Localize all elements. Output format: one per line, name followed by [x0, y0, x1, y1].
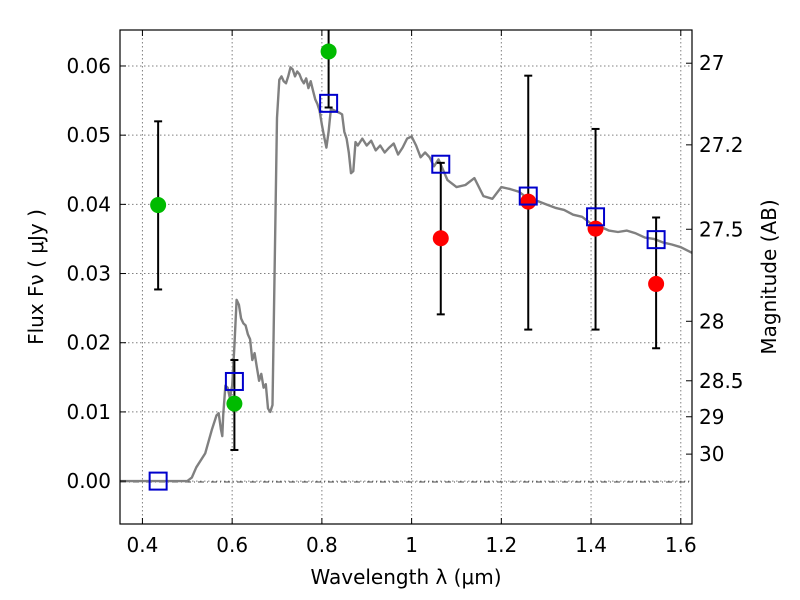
- x-tick-label: 1.6: [665, 533, 697, 557]
- model-point: [319, 93, 339, 113]
- y-tick-label: 0.02: [66, 331, 111, 355]
- model-point: [431, 154, 451, 174]
- x-tick-label: 0.6: [216, 533, 248, 557]
- x-tick-label: 1: [405, 533, 418, 557]
- y-tick-label: 0.05: [66, 123, 111, 147]
- data-point: [226, 395, 243, 412]
- data-point: [150, 197, 167, 214]
- axis-ticks: 0.4 0.6 0.8 1 1.2 1.4 1.6 0.00 0.01 0.02 0.03 0.04 0…: [66, 30, 744, 557]
- x-tick-label: 0.8: [306, 533, 338, 557]
- y-axis-label: Flux Fν ( μJy ): [24, 209, 48, 345]
- magnitude-tick-label: 27.2: [699, 133, 744, 157]
- model-point: [148, 471, 168, 491]
- grid-lines: [120, 30, 692, 524]
- data-series: [120, 30, 692, 491]
- series-0: [120, 66, 692, 483]
- magnitude-tick-label: 29: [699, 405, 724, 429]
- model-spectrum-line: [120, 66, 692, 483]
- magnitude-tick-label: 30: [699, 442, 724, 466]
- y-tick-label: 0.00: [66, 469, 111, 493]
- data-point: [432, 230, 449, 247]
- data-point: [648, 275, 665, 292]
- x-tick-label: 1.2: [485, 533, 517, 557]
- series-2: [432, 74, 665, 350]
- magnitude-tick-label: 28.5: [699, 369, 744, 393]
- model-point: [224, 371, 244, 391]
- series-3: [148, 93, 666, 491]
- magnitude-tick-label: 27.5: [699, 217, 744, 241]
- x-tick-label: 0.4: [127, 533, 159, 557]
- y-tick-label: 0.04: [66, 192, 111, 216]
- y-tick-label: 0.03: [66, 262, 111, 286]
- magnitude-tick-label: 27: [699, 51, 724, 75]
- model-point: [646, 230, 666, 250]
- x-tick-label: 1.4: [575, 533, 607, 557]
- y-tick-label: 0.06: [66, 54, 111, 78]
- series-1: [150, 30, 337, 451]
- model-point: [518, 186, 538, 206]
- data-point: [587, 220, 604, 237]
- data-point: [320, 43, 337, 60]
- model-point: [586, 207, 606, 227]
- right-axis-label: Magnitude (AB): [757, 199, 781, 354]
- plot-frame: [119, 29, 693, 525]
- y-tick-label: 0.01: [66, 400, 111, 424]
- x-axis-label: Wavelength λ (μm): [310, 565, 501, 589]
- data-point: [520, 193, 537, 210]
- magnitude-tick-label: 28: [699, 309, 724, 333]
